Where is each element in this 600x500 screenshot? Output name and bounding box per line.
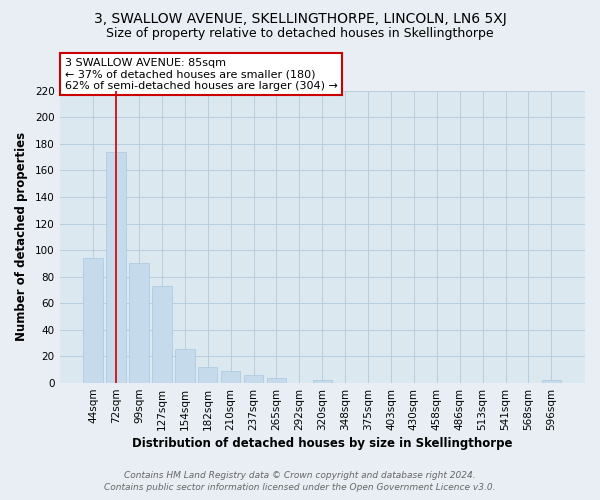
Text: 3, SWALLOW AVENUE, SKELLINGTHORPE, LINCOLN, LN6 5XJ: 3, SWALLOW AVENUE, SKELLINGTHORPE, LINCO… — [94, 12, 506, 26]
Bar — [198, 367, 217, 383]
Bar — [313, 380, 332, 383]
Bar — [106, 152, 126, 383]
Bar — [542, 380, 561, 383]
Text: Size of property relative to detached houses in Skellingthorpe: Size of property relative to detached ho… — [106, 28, 494, 40]
Y-axis label: Number of detached properties: Number of detached properties — [15, 132, 28, 342]
Text: Contains HM Land Registry data © Crown copyright and database right 2024.
Contai: Contains HM Land Registry data © Crown c… — [104, 471, 496, 492]
Bar — [152, 286, 172, 383]
Bar — [221, 371, 241, 383]
Bar — [244, 375, 263, 383]
Bar — [175, 348, 194, 383]
Bar — [129, 264, 149, 383]
Text: 3 SWALLOW AVENUE: 85sqm
← 37% of detached houses are smaller (180)
62% of semi-d: 3 SWALLOW AVENUE: 85sqm ← 37% of detache… — [65, 58, 338, 90]
Bar — [267, 378, 286, 383]
Bar — [83, 258, 103, 383]
X-axis label: Distribution of detached houses by size in Skellingthorpe: Distribution of detached houses by size … — [132, 437, 512, 450]
